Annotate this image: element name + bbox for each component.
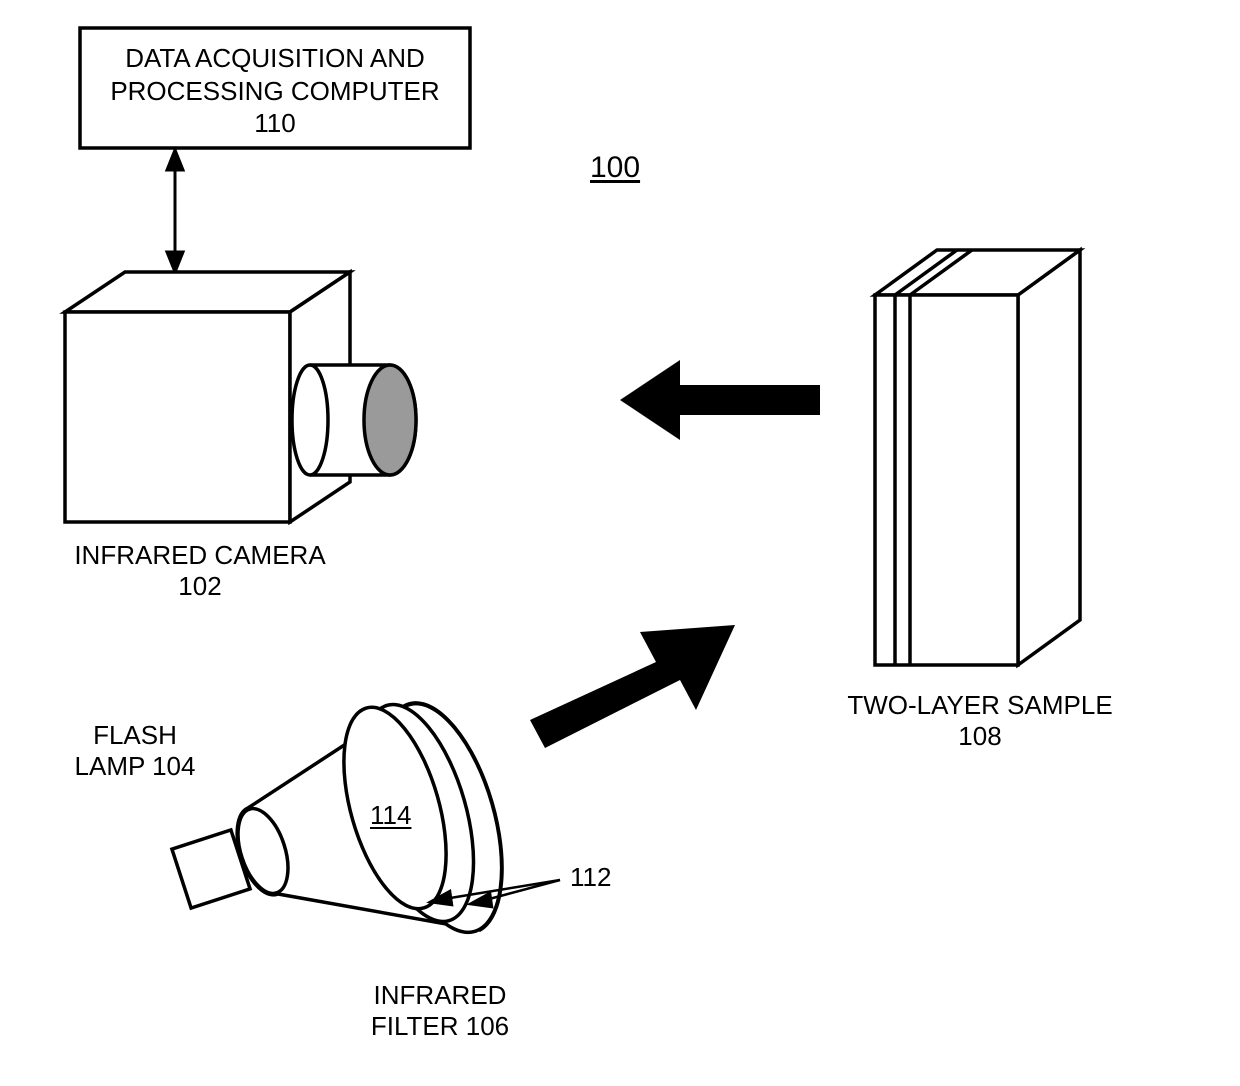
camera-lens xyxy=(292,365,416,475)
sample-slab xyxy=(875,250,1080,665)
bidir-arrow xyxy=(167,150,183,272)
computer-ref: 110 xyxy=(254,108,295,138)
figure-ref: 100 xyxy=(590,150,640,186)
arrow-to-sample xyxy=(530,625,735,748)
camera-label-line1: INFRARED CAMERA xyxy=(74,540,325,570)
ref-114: 114 xyxy=(370,800,411,831)
flash-lamp-label: FLASH LAMP 104 xyxy=(60,720,210,782)
computer-label-line2: PROCESSING COMPUTER xyxy=(110,76,439,106)
computer-label-line1: DATA ACQUISITION AND xyxy=(125,43,425,73)
arrow-to-camera xyxy=(620,360,820,440)
ref-112: 112 xyxy=(570,862,611,893)
filter-line1: INFRARED xyxy=(374,980,507,1010)
camera-label: INFRARED CAMERA 102 xyxy=(55,540,345,602)
sample-ref: 108 xyxy=(958,721,1001,751)
flash-lamp xyxy=(172,690,525,946)
sample-line1: TWO-LAYER SAMPLE xyxy=(847,690,1112,720)
camera-ref: 102 xyxy=(178,571,221,601)
sample-label: TWO-LAYER SAMPLE 108 xyxy=(820,690,1140,752)
computer-label: DATA ACQUISITION AND PROCESSING COMPUTER… xyxy=(80,42,470,140)
flash-lamp-line1: FLASH xyxy=(93,720,177,750)
patent-diagram: 100 DATA ACQUISITION AND PROCESSING COMP… xyxy=(0,0,1240,1086)
filter-line2: FILTER 106 xyxy=(371,1011,509,1041)
filter-label: INFRARED FILTER 106 xyxy=(330,980,550,1042)
flash-lamp-line2: LAMP 104 xyxy=(75,751,196,781)
